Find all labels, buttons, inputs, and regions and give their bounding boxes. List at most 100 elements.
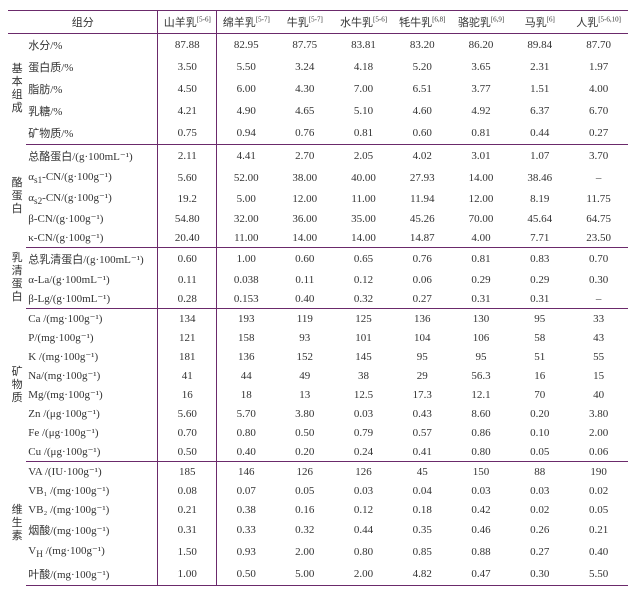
row-label: 蛋白质/%: [26, 56, 158, 78]
data-cell: 101: [334, 328, 393, 347]
row-label: VH /(mg·100g⁻¹): [26, 541, 158, 562]
data-cell: –: [569, 167, 628, 188]
table-row: β-CN/(g·100g⁻¹)54.8032.0036.0035.0045.26…: [8, 209, 628, 228]
data-cell: 0.44: [334, 519, 393, 541]
table-row: αs2-CN/(g·100g⁻¹)19.25.0012.0011.0011.94…: [8, 188, 628, 209]
data-cell: 0.83: [510, 248, 569, 271]
data-cell: 0.76: [393, 248, 452, 271]
data-cell: 0.40: [217, 442, 276, 462]
data-cell: 0.81: [334, 122, 393, 145]
data-cell: 134: [158, 309, 217, 329]
data-cell: 0.12: [334, 500, 393, 519]
data-cell: 0.27: [510, 541, 569, 562]
data-cell: 11.75: [569, 188, 628, 209]
data-cell: 0.75: [158, 122, 217, 145]
row-label: 水分/%: [26, 34, 158, 57]
data-cell: 11.00: [334, 188, 393, 209]
data-cell: 87.75: [275, 34, 334, 57]
data-cell: 12.5: [334, 385, 393, 404]
data-cell: 49: [275, 366, 334, 385]
row-label: Cu /(μg·100g⁻¹): [26, 442, 158, 462]
data-cell: 5.00: [217, 188, 276, 209]
data-cell: 1.07: [510, 145, 569, 168]
data-cell: 12.1: [452, 385, 511, 404]
row-label: αs2-CN/(g·100g⁻¹): [26, 188, 158, 209]
data-cell: 55: [569, 347, 628, 366]
data-cell: 3.50: [158, 56, 217, 78]
section-label: 酪蛋白: [8, 145, 26, 248]
data-cell: 0.20: [510, 404, 569, 423]
data-cell: 0.03: [334, 404, 393, 423]
data-cell: 0.38: [217, 500, 276, 519]
data-cell: 2.31: [510, 56, 569, 78]
data-cell: 0.06: [393, 270, 452, 289]
table-row: K /(mg·100g⁻¹)18113615214595955155: [8, 347, 628, 366]
table-row: Fe /(μg·100g⁻¹)0.700.800.500.790.570.860…: [8, 423, 628, 442]
data-cell: 0.80: [452, 442, 511, 462]
data-cell: 7.00: [334, 78, 393, 100]
data-cell: 4.41: [217, 145, 276, 168]
data-cell: 56.3: [452, 366, 511, 385]
col-camel: 骆驼乳[6,9]: [452, 11, 511, 34]
data-cell: 14.00: [452, 167, 511, 188]
data-cell: 45: [393, 462, 452, 482]
data-cell: 3.80: [275, 404, 334, 423]
row-label: Mg/(mg·100g⁻¹): [26, 385, 158, 404]
data-cell: 0.153: [217, 289, 276, 309]
data-cell: 6.51: [393, 78, 452, 100]
col-human: 人乳[5-6,10]: [569, 11, 628, 34]
row-label: 脂肪/%: [26, 78, 158, 100]
data-cell: 8.60: [452, 404, 511, 423]
data-cell: 0.02: [569, 481, 628, 500]
table-row: 脂肪/%4.506.004.307.006.513.771.514.00: [8, 78, 628, 100]
data-cell: 11.00: [217, 228, 276, 248]
data-cell: 2.05: [334, 145, 393, 168]
data-cell: 0.57: [393, 423, 452, 442]
data-cell: 14.87: [393, 228, 452, 248]
row-label: Na/(mg·100g⁻¹): [26, 366, 158, 385]
table-row: 维生素VA /(IU·100g⁻¹)1851461261264515088190: [8, 462, 628, 482]
table-row: 烟酸/(mg·100g⁻¹)0.310.330.320.440.350.460.…: [8, 519, 628, 541]
col-yak: 牦牛乳[6,8]: [393, 11, 452, 34]
header-group: 组分: [8, 11, 158, 34]
data-cell: 0.41: [393, 442, 452, 462]
table-row: α-La/(g·100mL⁻¹)0.110.0380.110.120.060.2…: [8, 270, 628, 289]
data-cell: 3.01: [452, 145, 511, 168]
data-cell: 126: [334, 462, 393, 482]
data-cell: 0.65: [334, 248, 393, 271]
data-cell: 29: [393, 366, 452, 385]
data-cell: 0.60: [158, 248, 217, 271]
data-cell: 0.50: [158, 442, 217, 462]
row-label: P/(mg·100g⁻¹): [26, 328, 158, 347]
data-cell: 0.46: [452, 519, 511, 541]
data-cell: 136: [217, 347, 276, 366]
data-cell: 0.05: [275, 481, 334, 500]
data-cell: 1.51: [510, 78, 569, 100]
data-cell: 70.00: [452, 209, 511, 228]
section-label: 维生素: [8, 462, 26, 585]
header-row: 组分 山羊乳[5-6] 绵羊乳[5-7] 牛乳[5-7] 水牛乳[5-6] 牦牛…: [8, 11, 628, 34]
data-cell: 0.81: [452, 122, 511, 145]
data-cell: 104: [393, 328, 452, 347]
data-cell: 0.93: [217, 541, 276, 562]
data-cell: 5.00: [275, 563, 334, 586]
table-row: VH /(mg·100g⁻¹)1.500.932.000.800.850.880…: [8, 541, 628, 562]
data-cell: 0.33: [217, 519, 276, 541]
data-cell: 43: [569, 328, 628, 347]
data-cell: 23.50: [569, 228, 628, 248]
data-cell: 193: [217, 309, 276, 329]
data-cell: 2.70: [275, 145, 334, 168]
data-cell: 0.05: [569, 500, 628, 519]
data-cell: 70: [510, 385, 569, 404]
data-cell: 4.18: [334, 56, 393, 78]
data-cell: 83.20: [393, 34, 452, 57]
table-row: 酪蛋白总酪蛋白/(g·100mL⁻¹)2.114.412.702.054.023…: [8, 145, 628, 168]
data-cell: 0.29: [452, 270, 511, 289]
data-cell: 0.12: [334, 270, 393, 289]
data-cell: 0.31: [158, 519, 217, 541]
data-cell: 87.88: [158, 34, 217, 57]
data-cell: 0.35: [393, 519, 452, 541]
col-horse: 马乳[6]: [510, 11, 569, 34]
data-cell: 2.00: [569, 423, 628, 442]
data-cell: 87.70: [569, 34, 628, 57]
